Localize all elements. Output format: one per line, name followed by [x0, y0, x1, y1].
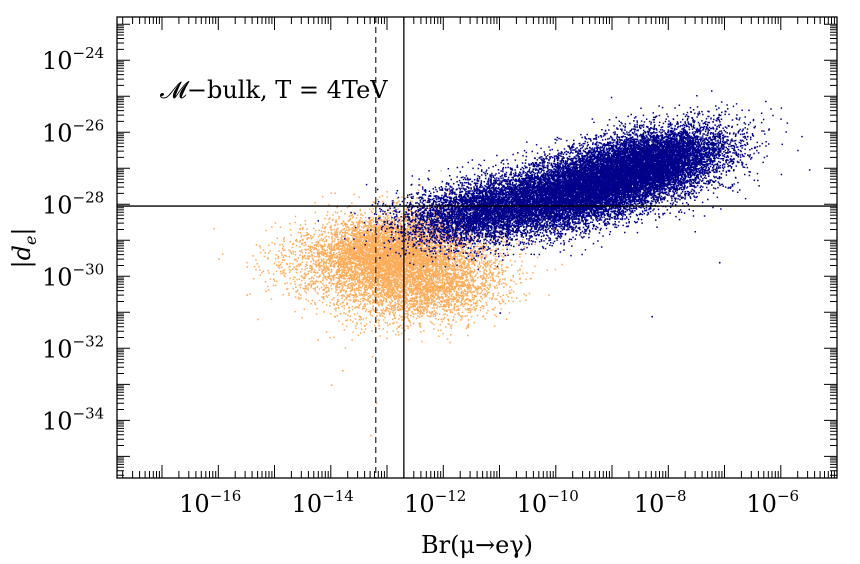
y-tick-label: 10−24 — [42, 44, 104, 75]
y-axis-title-sub: e — [21, 236, 40, 245]
x-tick-labels: 10−16 10−14 10−12 10−10 10−8 10−6 — [179, 487, 799, 518]
y-tick-base: 10 — [42, 335, 73, 363]
y-axis-title-base: d — [8, 245, 36, 260]
series-blue — [317, 90, 811, 318]
y-tick-base: 10 — [42, 119, 73, 147]
y-tick-label: 10−34 — [42, 404, 104, 435]
y-axis-title-bar-left: | — [8, 260, 37, 268]
y-tick-label: 10−28 — [42, 188, 104, 219]
tick-marks — [117, 17, 838, 478]
y-tick-power: −24 — [73, 44, 105, 62]
x-tick-base: 10 — [179, 490, 210, 518]
x-tick-power: −14 — [322, 487, 354, 505]
x-tick-base: 10 — [517, 490, 548, 518]
plot-frame — [116, 16, 838, 479]
series-layer — [213, 90, 811, 437]
x-tick-base: 10 — [292, 490, 323, 518]
y-tick-power: −26 — [73, 116, 105, 134]
x-tick-label: 10−16 — [179, 487, 241, 518]
x-tick-base: 10 — [404, 490, 435, 518]
annotation-label: 𝓜−bulk, T = 4TeV — [160, 76, 388, 104]
x-tick-label: 10−10 — [517, 487, 579, 518]
x-tick-power: −12 — [435, 487, 467, 505]
y-tick-base: 10 — [42, 47, 73, 75]
data-points-blue — [317, 90, 811, 318]
y-tick-power: −32 — [73, 332, 105, 350]
plot-background — [117, 17, 837, 478]
y-axis-title: |de| — [8, 227, 40, 268]
x-tick-power: −6 — [777, 487, 799, 505]
series-orange — [213, 170, 564, 437]
x-tick-power: −10 — [547, 487, 579, 505]
y-axis-title-bar-right: | — [8, 227, 37, 235]
y-tick-base: 10 — [42, 191, 73, 219]
y-tick-power: −30 — [73, 260, 105, 278]
y-tick-label: 10−26 — [42, 116, 104, 147]
x-tick-power: −8 — [664, 487, 686, 505]
svg-text:|de|: |de| — [8, 227, 40, 268]
y-tick-label: 10−32 — [42, 332, 104, 363]
x-tick-label: 10−12 — [404, 487, 466, 518]
y-tick-power: −28 — [73, 188, 105, 206]
x-tick-base: 10 — [746, 490, 777, 518]
x-axis-title: Br(μ→eγ) — [421, 531, 533, 559]
y-tick-base: 10 — [42, 407, 73, 435]
y-tick-power: −34 — [73, 404, 105, 422]
x-tick-label: 10−6 — [746, 487, 799, 518]
x-tick-label: 10−14 — [292, 487, 354, 518]
data-points-orange — [213, 170, 564, 437]
x-tick-power: −16 — [210, 487, 242, 505]
y-tick-label: 10−30 — [42, 260, 104, 291]
y-tick-base: 10 — [42, 263, 73, 291]
x-tick-label: 10−8 — [634, 487, 687, 518]
reference-lines — [117, 17, 837, 478]
axis-ticks — [117, 17, 838, 478]
x-tick-base: 10 — [634, 490, 665, 518]
